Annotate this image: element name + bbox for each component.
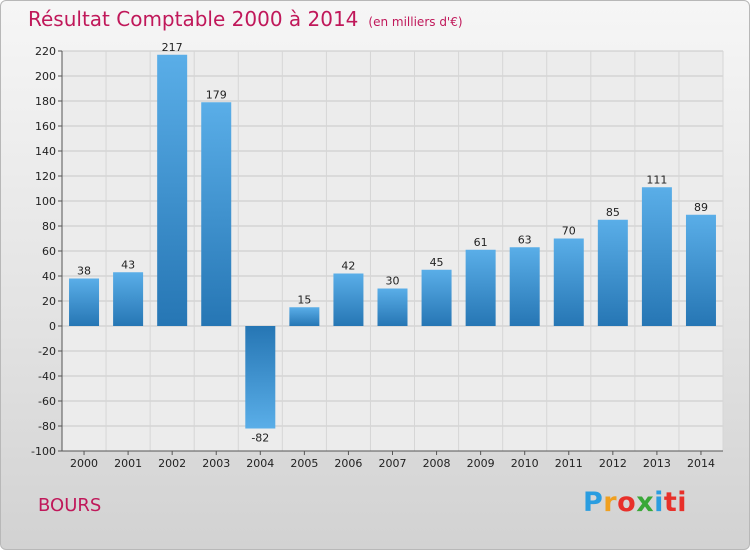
x-tick-label: 2010	[511, 457, 539, 470]
bar	[421, 269, 452, 326]
bar-value-label: 70	[562, 225, 576, 238]
bar	[113, 272, 144, 326]
bar	[553, 238, 584, 326]
logo-letter: r	[603, 487, 618, 518]
town-name: BOURS	[38, 495, 102, 516]
x-tick-label: 2013	[643, 457, 671, 470]
logo-letter: P	[583, 487, 604, 518]
x-tick-label: 2000	[70, 457, 98, 470]
bar	[333, 273, 364, 326]
bar-value-label: 15	[297, 293, 311, 306]
bar-value-label: 89	[694, 201, 708, 214]
y-tick-label: -100	[31, 445, 56, 458]
chart-title-text: Résultat Comptable 2000 à 2014	[28, 7, 359, 31]
bar-value-label: 45	[430, 256, 444, 269]
x-tick-label: 2005	[290, 457, 318, 470]
y-tick-label: 40	[42, 270, 56, 283]
y-tick-label: 140	[35, 145, 56, 158]
bar-value-label: 30	[386, 275, 400, 288]
y-tick-label: 220	[35, 45, 56, 58]
y-tick-label: 100	[35, 195, 56, 208]
logo-letter: x	[636, 487, 655, 518]
bar-value-label: 61	[474, 236, 488, 249]
bar	[641, 187, 672, 326]
y-tick-label: -20	[38, 345, 56, 358]
bar	[377, 288, 408, 326]
logo-letter: ti	[663, 487, 688, 518]
bar-value-label: 43	[121, 258, 135, 271]
x-tick-label: 2014	[687, 457, 715, 470]
y-tick-label: -40	[38, 370, 56, 383]
logo-letter: i	[654, 487, 664, 518]
x-tick-label: 2002	[158, 457, 186, 470]
x-tick-label: 2012	[599, 457, 627, 470]
bar	[597, 219, 628, 326]
bar	[201, 102, 232, 326]
x-tick-label: 2011	[555, 457, 583, 470]
y-tick-label: 80	[42, 220, 56, 233]
y-tick-label: 20	[42, 295, 56, 308]
bar-value-label: 42	[341, 260, 355, 273]
x-tick-label: 2008	[423, 457, 451, 470]
bar	[69, 278, 100, 326]
bar	[509, 247, 540, 326]
y-tick-label: -80	[38, 420, 56, 433]
x-tick-label: 2007	[379, 457, 407, 470]
y-tick-label: 60	[42, 245, 56, 258]
x-tick-label: 2006	[334, 457, 362, 470]
bar-value-label: 179	[206, 88, 227, 101]
y-tick-label: 120	[35, 170, 56, 183]
y-tick-label: 180	[35, 95, 56, 108]
bar-value-label: 111	[646, 173, 667, 186]
y-tick-label: 200	[35, 70, 56, 83]
bar	[685, 214, 716, 326]
bar	[289, 307, 320, 326]
logo-letter: o	[617, 487, 637, 518]
bar	[465, 249, 496, 326]
y-tick-label: 160	[35, 120, 56, 133]
bar-value-label: 38	[77, 265, 91, 278]
proxiti-logo: Proxiti	[583, 487, 687, 518]
x-tick-label: 2009	[467, 457, 495, 470]
bar-value-label: -82	[251, 432, 269, 445]
chart-title: Résultat Comptable 2000 à 2014 (en millie…	[28, 7, 463, 31]
y-tick-label: 0	[49, 320, 56, 333]
bar	[157, 54, 188, 326]
bar-value-label: 217	[162, 41, 183, 54]
bar-value-label: 85	[606, 206, 620, 219]
x-tick-label: 2003	[202, 457, 230, 470]
chart-unit: (en milliers d'€)	[368, 15, 463, 29]
bar-value-label: 63	[518, 233, 532, 246]
x-tick-label: 2004	[246, 457, 274, 470]
bar	[245, 326, 276, 429]
x-tick-label: 2001	[114, 457, 142, 470]
y-tick-label: -60	[38, 395, 56, 408]
